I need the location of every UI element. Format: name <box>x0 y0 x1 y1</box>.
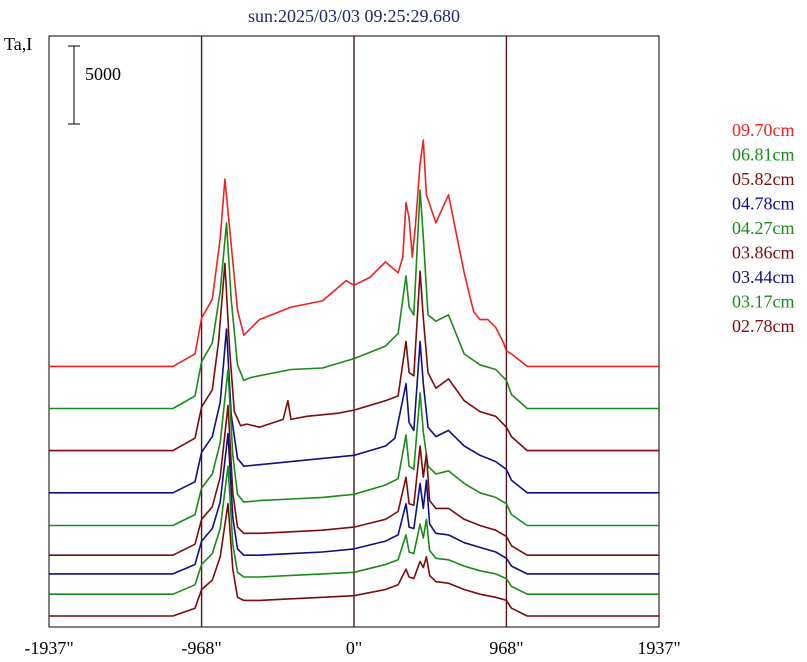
legend-entry: 04.27cm <box>732 218 795 238</box>
reference-lines <box>200 36 508 627</box>
chart-title: sun:2025/03/03 09:25:29.680 <box>248 6 460 26</box>
series-line-2 <box>49 262 659 452</box>
x-tick-label: 968" <box>489 638 523 658</box>
series-line-1 <box>49 189 659 410</box>
x-tick-label: 1937" <box>637 638 680 658</box>
series-line-6 <box>49 432 659 575</box>
series-line-3 <box>49 328 659 494</box>
legend: 09.70cm 06.81cm 05.82cm 04.78cm 04.27cm 03.86… <box>732 120 795 336</box>
series-group <box>49 139 659 617</box>
x-tick-label: -968" <box>181 638 221 658</box>
legend-entry: 02.78cm <box>732 316 795 336</box>
legend-entry: 04.78cm <box>732 194 795 214</box>
series-line-4 <box>49 368 659 527</box>
x-tick-labels: -1937" -968" 0" 968" 1937" <box>24 638 680 658</box>
legend-entry: 06.81cm <box>732 145 795 165</box>
legend-entry: 03.86cm <box>732 243 795 263</box>
series-line-7 <box>49 465 659 596</box>
x-tick-label: 0" <box>346 638 362 658</box>
scale-bar-label: 5000 <box>85 64 121 84</box>
x-tick-label: -1937" <box>24 638 73 658</box>
legend-entry: 05.82cm <box>732 169 795 189</box>
legend-entry: 09.70cm <box>732 120 795 140</box>
scale-bar: 5000 <box>68 45 121 125</box>
series-line-0 <box>49 139 659 368</box>
y-axis-label: Ta,I <box>4 34 32 54</box>
series-line-8 <box>49 502 659 617</box>
legend-entry: 03.17cm <box>732 292 795 312</box>
legend-entry: 03.44cm <box>732 267 795 287</box>
series-line-5 <box>49 404 659 557</box>
